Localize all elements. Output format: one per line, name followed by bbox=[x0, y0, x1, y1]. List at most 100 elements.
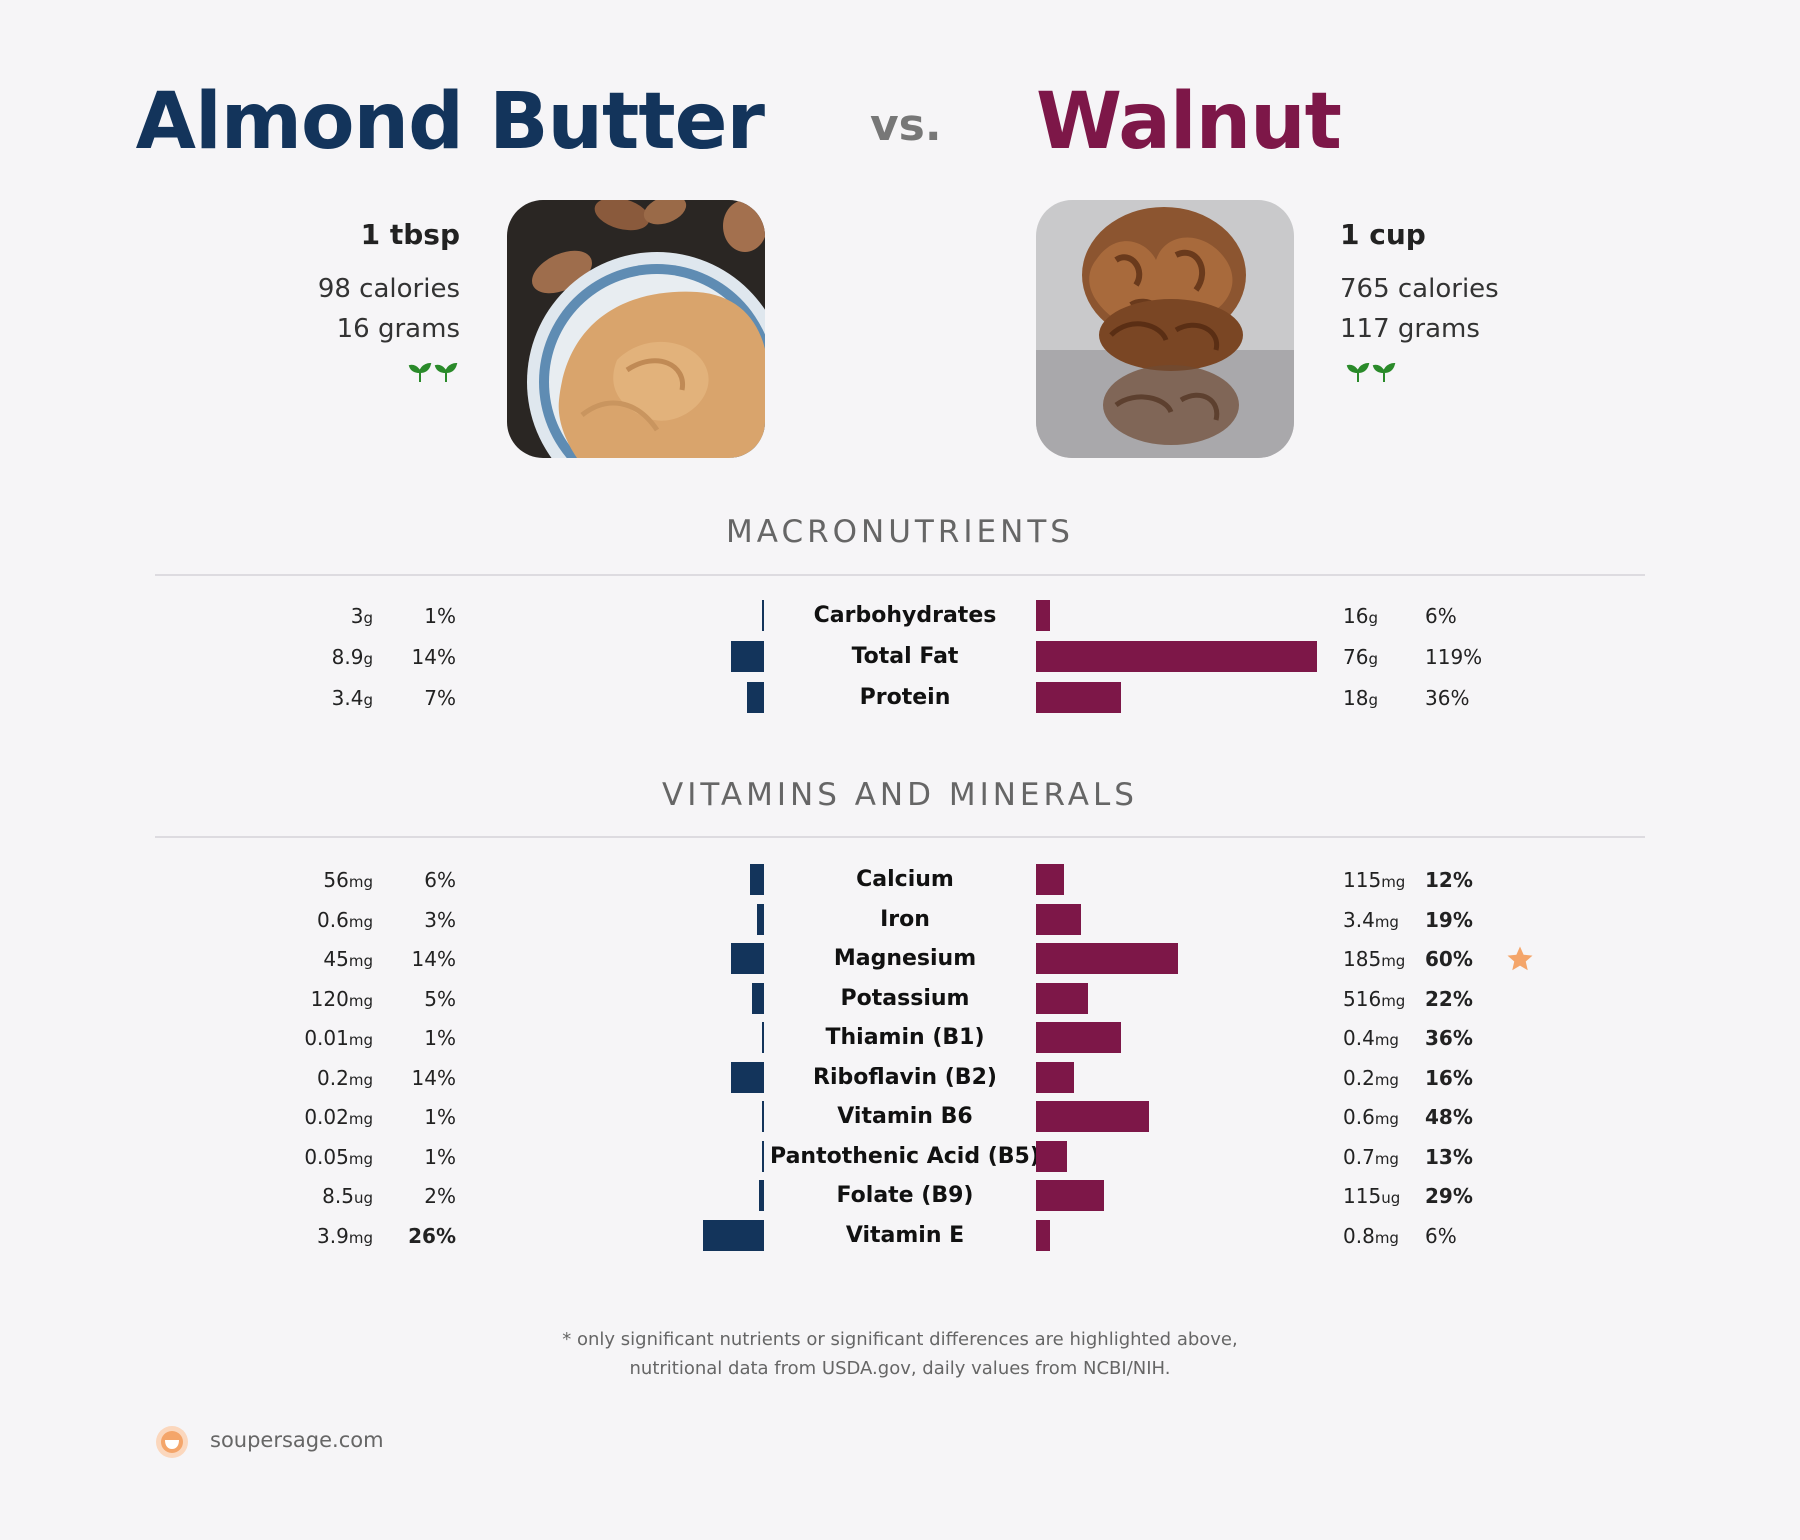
left-bar bbox=[761, 1140, 764, 1172]
left-bar bbox=[730, 641, 764, 672]
left-daily-value: 1% bbox=[424, 1105, 456, 1129]
soupersage-logo-icon bbox=[154, 1424, 190, 1464]
right-amount-value: 0.4 bbox=[1343, 1026, 1375, 1050]
right-amount-value: 0.6 bbox=[1343, 1105, 1375, 1129]
left-amount: 3.9mg bbox=[317, 1224, 373, 1248]
left-daily-value: 5% bbox=[424, 986, 456, 1011]
right-daily-value: 13% bbox=[1425, 1144, 1473, 1169]
left-amount: 0.01mg bbox=[304, 1026, 373, 1050]
left-amount-unit: mg bbox=[348, 873, 373, 891]
right-amount: 0.7mg bbox=[1343, 1145, 1399, 1169]
left-bar bbox=[761, 600, 764, 631]
walnut-photo bbox=[1036, 200, 1294, 458]
left-amount: 0.6mg bbox=[317, 908, 373, 932]
right-amount-value: 115 bbox=[1343, 1184, 1382, 1208]
nutrient-name: Carbohydrates bbox=[813, 603, 997, 628]
left-amount-value: 0.2 bbox=[317, 1065, 349, 1090]
right-amount-unit: mg bbox=[1374, 1228, 1399, 1247]
right-amount: 0.6mg bbox=[1343, 1105, 1399, 1129]
right-daily-value: 22% bbox=[1425, 986, 1473, 1011]
left-daily-value: 14% bbox=[411, 1065, 456, 1090]
right-bar bbox=[1036, 1219, 1051, 1251]
left-amount-value: 3 bbox=[350, 604, 364, 628]
right-amount-unit: mg bbox=[1381, 952, 1406, 970]
left-amount-unit: mg bbox=[348, 952, 373, 970]
left-bar bbox=[730, 1061, 764, 1093]
left-amount-value: 45 bbox=[323, 947, 349, 971]
left-daily-value: 1% bbox=[424, 604, 456, 628]
footnote-line-1: * only significant nutrients or signific… bbox=[562, 1329, 1238, 1350]
right-amount-value: 3.4 bbox=[1343, 907, 1375, 932]
almond-butter-photo bbox=[507, 200, 765, 458]
right-calories: 765 calories bbox=[1340, 274, 1499, 304]
right-daily-value: 48% bbox=[1425, 1105, 1473, 1129]
right-amount-value: 185 bbox=[1343, 947, 1382, 971]
vitamins-minerals-title: VITAMINS AND MINERALS bbox=[662, 777, 1138, 813]
right-bar bbox=[1036, 982, 1088, 1014]
left-daily-value: 3% bbox=[424, 907, 456, 932]
right-amount-unit: g bbox=[1368, 650, 1378, 668]
right-amount: 0.4mg bbox=[1343, 1026, 1399, 1050]
left-bar bbox=[759, 1180, 764, 1211]
left-amount: 45mg bbox=[323, 947, 373, 971]
right-daily-value: 36% bbox=[1425, 1026, 1473, 1050]
right-bar bbox=[1036, 1140, 1067, 1172]
left-daily-value: 6% bbox=[424, 868, 456, 892]
right-portion: 1 cup bbox=[1340, 218, 1426, 251]
right-grams: 117 grams bbox=[1340, 314, 1480, 344]
left-amount: 3g bbox=[351, 604, 373, 628]
left-amount: 0.2mg bbox=[317, 1066, 373, 1090]
nutrient-name: Calcium bbox=[856, 867, 954, 892]
right-amount: 516mg bbox=[1343, 987, 1405, 1011]
brand-name[interactable]: soupersage.com bbox=[210, 1428, 384, 1452]
left-daily-value: 14% bbox=[411, 947, 456, 971]
right-amount: 3.4mg bbox=[1343, 908, 1399, 932]
left-amount-value: 3.9 bbox=[317, 1223, 349, 1248]
nutrient-name: Magnesium bbox=[833, 946, 977, 971]
left-bar bbox=[761, 1101, 764, 1132]
left-leaves-icon bbox=[408, 360, 460, 388]
vitamins-minerals-divider bbox=[155, 836, 1645, 838]
left-amount-unit: mg bbox=[348, 1228, 373, 1247]
right-daily-value: 6% bbox=[1425, 604, 1457, 628]
left-amount-unit: mg bbox=[348, 991, 373, 1010]
left-bar bbox=[749, 864, 764, 895]
left-amount: 8.9g bbox=[332, 645, 373, 669]
nutrient-name: Vitamin B6 bbox=[837, 1104, 973, 1129]
right-amount-value: 0.7 bbox=[1343, 1144, 1375, 1169]
left-amount-unit: g bbox=[363, 691, 373, 709]
right-amount: 16g bbox=[1343, 604, 1378, 628]
left-daily-value: 1% bbox=[424, 1026, 456, 1050]
nutrient-name: Iron bbox=[880, 906, 930, 932]
nutrient-name: Folate (B9) bbox=[836, 1183, 974, 1208]
left-amount: 56mg bbox=[323, 868, 373, 892]
right-amount: 76g bbox=[1343, 645, 1378, 669]
right-amount-unit: mg bbox=[1374, 1031, 1399, 1049]
right-amount: 18g bbox=[1343, 686, 1378, 710]
right-amount-value: 0.2 bbox=[1343, 1065, 1375, 1090]
right-amount-value: 18 bbox=[1343, 686, 1369, 710]
star-icon bbox=[1505, 944, 1535, 978]
left-amount: 3.4g bbox=[332, 686, 373, 710]
nutrient-name: Pantothenic Acid (B5) bbox=[770, 1143, 1040, 1169]
left-amount-value: 0.02 bbox=[304, 1105, 349, 1129]
macronutrients-divider bbox=[155, 574, 1645, 576]
left-amount-unit: g bbox=[363, 650, 373, 668]
right-bar bbox=[1036, 943, 1178, 974]
right-amount-value: 76 bbox=[1343, 645, 1369, 669]
left-bar bbox=[761, 1022, 764, 1053]
right-bar bbox=[1036, 1180, 1105, 1211]
left-grams: 16 grams bbox=[336, 314, 460, 344]
right-amount-value: 115 bbox=[1343, 868, 1382, 892]
left-food-title: Almond Butter bbox=[135, 77, 765, 167]
right-daily-value: 36% bbox=[1425, 686, 1470, 710]
left-amount-value: 0.05 bbox=[304, 1144, 349, 1169]
left-amount-unit: g bbox=[363, 609, 373, 627]
right-amount-value: 516 bbox=[1343, 986, 1382, 1011]
left-daily-value: 7% bbox=[424, 686, 456, 710]
left-amount: 120mg bbox=[311, 987, 373, 1011]
right-amount: 0.8mg bbox=[1343, 1224, 1399, 1248]
left-daily-value: 2% bbox=[424, 1184, 456, 1208]
right-amount-unit: mg bbox=[1374, 1149, 1399, 1168]
right-daily-value: 19% bbox=[1425, 907, 1473, 932]
